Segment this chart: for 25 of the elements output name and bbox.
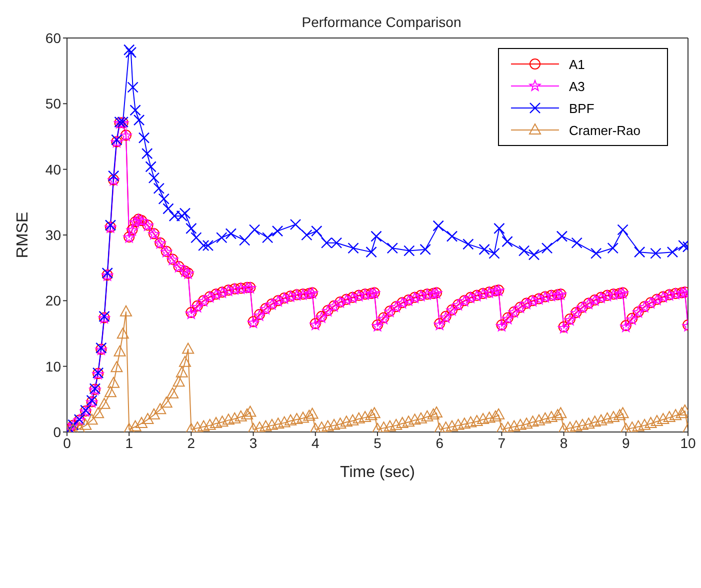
x-tick-label: 4	[312, 434, 320, 451]
x-tick-label: 10	[680, 434, 696, 451]
legend-label: BPF	[569, 100, 596, 116]
y-tick-label: 40	[45, 161, 62, 178]
y-axis-title: RMSE	[14, 212, 32, 258]
y-tick-label: 10	[45, 358, 62, 374]
x-tick-label: 3	[249, 434, 258, 451]
x-tick-label: 1	[125, 434, 134, 451]
y-tick-label: 20	[45, 292, 62, 309]
y-tick-label: 50	[45, 96, 62, 112]
x-tick-label: 7	[498, 434, 506, 451]
x-tick-label: 9	[622, 434, 630, 451]
x-tick-label: 0	[63, 434, 72, 451]
x-tick-label: 6	[436, 434, 444, 451]
x-tick-label: 5	[374, 434, 382, 451]
chart-title: Performance Comparison	[300, 14, 462, 30]
x-tick-label: 8	[560, 434, 568, 451]
legend-label: A1	[569, 56, 586, 72]
x-tick-label: 2	[187, 434, 196, 451]
y-tick-label: 30	[45, 226, 62, 243]
legend-label: Cramer-Rao	[569, 122, 642, 138]
y-tick-label: 60	[45, 30, 62, 46]
legend-label: A3	[569, 78, 586, 94]
y-tick-label: 0	[53, 424, 62, 440]
x-axis-title: Time (sec)	[340, 464, 415, 481]
